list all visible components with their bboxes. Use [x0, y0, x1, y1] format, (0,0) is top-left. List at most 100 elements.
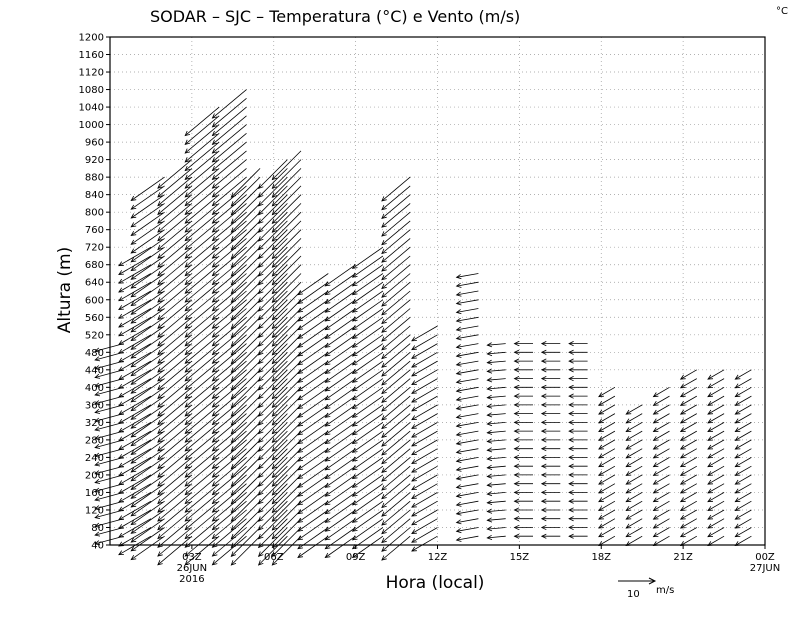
wind-barb-head: [257, 183, 264, 190]
wind-barb: [212, 176, 247, 207]
wind-barb-head: [540, 367, 547, 373]
wind-barb-head: [351, 342, 358, 348]
wind-barb-head: [411, 336, 417, 342]
wind-barb-head: [381, 537, 387, 544]
wind-barb: [184, 509, 220, 539]
wind-barb-head: [94, 470, 101, 476]
x-tick-label: 03Z: [182, 552, 202, 563]
wind-barb: [212, 360, 247, 390]
wind-barb: [130, 395, 165, 420]
wind-barb: [184, 106, 220, 136]
wind-barb-head: [734, 409, 741, 415]
wind-barb-head: [257, 271, 264, 277]
wind-barb: [707, 439, 725, 450]
wind-barb-head: [271, 279, 278, 286]
wind-barb: [352, 457, 384, 479]
wind-barb: [735, 404, 752, 415]
wind-barb: [212, 518, 247, 548]
wind-barb: [184, 465, 220, 496]
wind-barb-head: [381, 520, 387, 526]
wind-barb: [598, 492, 616, 503]
wind-barb: [653, 535, 670, 546]
wind-barb-head: [184, 446, 191, 452]
wind-barb-head: [118, 322, 124, 328]
wind-barb-head: [130, 204, 137, 210]
wind-barb: [325, 509, 356, 532]
wind-barb-head: [598, 514, 604, 520]
wind-barb: [157, 474, 193, 504]
wind-barb-head: [381, 336, 387, 342]
wind-profile: [455, 273, 479, 542]
wind-barb: [735, 500, 752, 511]
wind-barb-head: [351, 377, 358, 383]
wind-barb-head: [734, 374, 741, 380]
wind-barb-head: [540, 349, 547, 355]
wind-barb-head: [184, 490, 191, 496]
wind-profile: [184, 106, 220, 566]
wind-barb: [325, 430, 356, 453]
wind-barb-head: [297, 447, 304, 453]
x-tick-label: 18Z: [591, 552, 611, 563]
wind-barb: [381, 255, 411, 281]
wind-barb: [184, 500, 220, 531]
wind-barb-head: [184, 542, 191, 548]
wind-barb-head: [513, 516, 520, 522]
wind-barb: [130, 535, 165, 560]
wind-barb: [625, 430, 643, 441]
wind-barb: [212, 132, 247, 163]
x-tick-label: 12Z: [428, 552, 448, 563]
wind-barb-head: [734, 392, 741, 398]
wind-barb: [130, 299, 165, 324]
wind-barb: [258, 518, 288, 548]
wind-barb: [680, 518, 698, 529]
wind-barb: [297, 308, 329, 331]
wind-barb: [325, 439, 356, 462]
wind-barb-head: [568, 489, 574, 495]
wind-barb-head: [381, 371, 387, 377]
wind-barb: [231, 290, 261, 321]
wind-barb-head: [184, 349, 191, 356]
wind-barb-head: [130, 546, 137, 552]
wind-barb-head: [271, 332, 278, 338]
x-axis-label: Hora (local): [386, 573, 485, 593]
wind-barb: [258, 500, 288, 531]
wind-barb: [118, 273, 152, 293]
wind-barb-head: [679, 479, 686, 485]
wind-barb-head: [271, 437, 278, 444]
wind-barb: [735, 413, 752, 424]
wind-barb-head: [271, 463, 278, 470]
wind-barb: [598, 439, 616, 450]
wind-barb-head: [130, 257, 137, 263]
wind-barb-head: [257, 367, 264, 373]
wind-barb: [130, 176, 165, 201]
wind-barb: [487, 509, 506, 512]
wind-barb-head: [540, 384, 547, 390]
wind-barb-head: [297, 421, 304, 427]
wind-barb: [258, 369, 288, 399]
wind-barb-head: [94, 400, 101, 406]
wind-barb: [157, 483, 193, 513]
wind-barb-head: [211, 367, 218, 373]
y-tick-label: 880: [85, 173, 104, 184]
wind-barb: [735, 535, 752, 546]
wind-barb-head: [211, 297, 218, 303]
wind-barb-head: [324, 316, 331, 322]
wind-barb-head: [513, 454, 520, 460]
wind-barb-head: [455, 274, 462, 280]
wind-barb: [157, 527, 193, 557]
wind-barb: [381, 290, 411, 316]
wind-barb-head: [540, 524, 547, 531]
wind-barb-head: [184, 192, 191, 198]
wind-barb-head: [598, 392, 604, 398]
wind-barb-head: [652, 392, 659, 398]
wind-barb-head: [625, 523, 632, 529]
wind-barb-head: [598, 409, 604, 415]
wind-barb: [258, 273, 288, 303]
wind-barb: [212, 255, 247, 285]
wind-barb-head: [157, 244, 163, 251]
wind-barb: [212, 430, 247, 461]
wind-barb-head: [411, 406, 417, 412]
wind-barb: [297, 299, 329, 322]
wind-barb-head: [568, 376, 574, 382]
wind-barb-head: [324, 517, 331, 523]
